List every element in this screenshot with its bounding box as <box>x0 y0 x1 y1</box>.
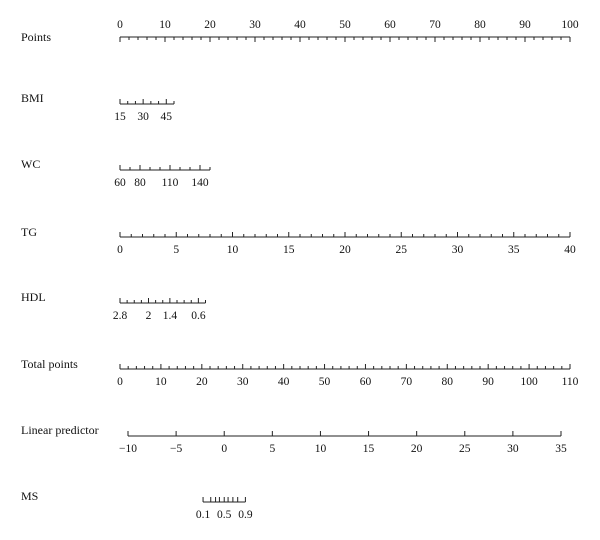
total_points-tick-label: 10 <box>155 376 167 388</box>
tg-row-label: TG <box>21 225 37 239</box>
bmi-tick-label: 45 <box>161 111 173 123</box>
linear_predictor-tick-label: 15 <box>363 443 375 455</box>
linear_predictor-tick-label: 25 <box>459 443 471 455</box>
ms-tick-label: 0.1 <box>196 509 211 521</box>
points-tick-label: 30 <box>249 19 261 31</box>
tg-tick-label: 10 <box>227 244 239 256</box>
points-tick-label: 50 <box>339 19 351 31</box>
total_points-tick-label: 60 <box>360 376 372 388</box>
points-tick-label: 60 <box>384 19 396 31</box>
ms-row-label: MS <box>21 489 38 503</box>
linear_predictor-tick-label: 30 <box>507 443 519 455</box>
hdl-tick-label: 0.6 <box>191 310 206 322</box>
hdl-row-label: HDL <box>21 290 46 304</box>
points-tick-label: 100 <box>561 19 579 31</box>
total_points-tick-label: 50 <box>319 376 331 388</box>
points-tick-label: 80 <box>474 19 486 31</box>
points-tick-label: 40 <box>294 19 306 31</box>
tg-tick-label: 20 <box>339 244 351 256</box>
wc-tick-label: 80 <box>134 177 146 189</box>
total_points-tick-label: 80 <box>442 376 454 388</box>
points-tick-label: 20 <box>204 19 216 31</box>
wc-tick-label: 60 <box>114 177 126 189</box>
total_points-tick-label: 0 <box>117 376 123 388</box>
points-tick-label: 10 <box>159 19 171 31</box>
tg-tick-label: 15 <box>283 244 295 256</box>
total_points-tick-label: 70 <box>401 376 413 388</box>
points-tick-label: 0 <box>117 19 123 31</box>
total_points-tick-label: 110 <box>562 376 579 388</box>
points-tick-label: 90 <box>519 19 531 31</box>
linear_predictor-row-label: Linear predictor <box>21 423 99 437</box>
hdl-tick-label: 2.8 <box>113 310 128 322</box>
linear_predictor-tick-label: −10 <box>119 443 137 455</box>
points-row-label: Points <box>21 30 51 44</box>
total_points-tick-label: 90 <box>482 376 494 388</box>
tg-tick-label: 35 <box>508 244 520 256</box>
bmi-tick-label: 30 <box>137 111 149 123</box>
tg-tick-label: 25 <box>396 244 408 256</box>
hdl-tick-label: 2 <box>146 310 152 322</box>
ms-tick-label: 0.9 <box>238 509 253 521</box>
bmi-row-label: BMI <box>21 91 44 105</box>
wc-row-label: WC <box>21 157 40 171</box>
linear_predictor-tick-label: 0 <box>221 443 227 455</box>
linear_predictor-tick-label: 35 <box>555 443 567 455</box>
ms-tick-label: 0.5 <box>217 509 232 521</box>
hdl-tick-label: 1.4 <box>163 310 178 322</box>
bmi-tick-label: 15 <box>114 111 126 123</box>
total_points-row-label: Total points <box>21 357 78 371</box>
linear_predictor-tick-label: 10 <box>315 443 327 455</box>
tg-tick-label: 30 <box>452 244 464 256</box>
total_points-tick-label: 20 <box>196 376 208 388</box>
linear_predictor-tick-label: −5 <box>170 443 182 455</box>
tg-tick-label: 5 <box>173 244 179 256</box>
total_points-tick-label: 100 <box>520 376 538 388</box>
wc-tick-label: 140 <box>191 177 209 189</box>
total_points-tick-label: 40 <box>278 376 290 388</box>
tg-tick-label: 40 <box>564 244 576 256</box>
points-tick-label: 70 <box>429 19 441 31</box>
wc-tick-label: 110 <box>162 177 179 189</box>
linear_predictor-tick-label: 5 <box>269 443 275 455</box>
tg-tick-label: 0 <box>117 244 123 256</box>
linear_predictor-tick-label: 20 <box>411 443 423 455</box>
total_points-tick-label: 30 <box>237 376 249 388</box>
